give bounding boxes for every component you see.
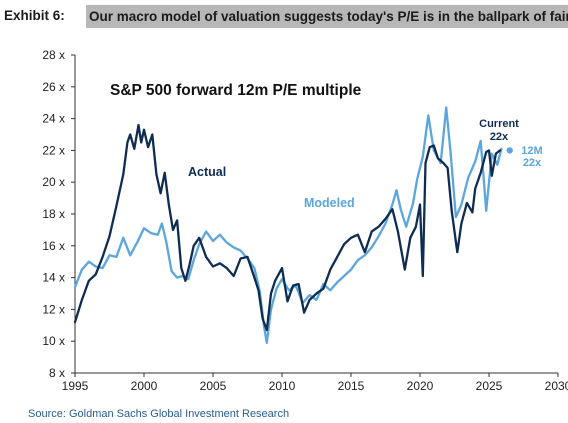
annotations: Actual Modeled Current 22x 12M 22x: [188, 118, 543, 210]
x-tick-label: 2000: [131, 379, 158, 393]
actual-label: Actual: [188, 165, 226, 179]
twelve-m-marker: [506, 147, 513, 154]
y-tick-label: 22 x: [42, 143, 65, 157]
current-label: Current: [479, 118, 519, 130]
series-line-actual: [73, 123, 502, 332]
y-tick-label: 16 x: [42, 239, 65, 253]
y-tick-label: 12 x: [42, 302, 65, 316]
twelve-m-value: 22x: [523, 157, 542, 169]
y-tick-label: 28 x: [42, 48, 65, 62]
y-tick-label: 8 x: [49, 366, 65, 380]
x-tick-label: 2030: [545, 379, 568, 393]
twelve-m-label: 12M: [521, 145, 542, 157]
exhibit-label: Exhibit 6:: [4, 8, 65, 23]
y-tick-label: 20 x: [42, 175, 65, 189]
exhibit-title: Our macro model of valuation suggests to…: [86, 5, 568, 28]
x-tick-label: 2005: [200, 379, 227, 393]
x-tick-label: 2010: [269, 379, 296, 393]
y-tick-label: 24 x: [42, 112, 65, 126]
exhibit-header: Exhibit 6: Our macro model of valuation …: [0, 0, 568, 30]
y-tick-label: 18 x: [42, 207, 65, 221]
chart-title-group: S&P 500 forward 12m P/E multiple: [110, 82, 362, 99]
x-tick-label: 2025: [476, 379, 503, 393]
x-tick-label: 2015: [338, 379, 365, 393]
axes: 8 x 10 x 12 x 14 x 16 x 18 x 20 x 22 x 24 x 26 x 2…: [42, 48, 568, 393]
modeled-label: Modeled: [304, 196, 355, 210]
pe-chart: S&P 500 forward 12m P/E multiple 8 x 10 x…: [42, 48, 568, 393]
x-tick-label: 2020: [407, 379, 434, 393]
chart-title: S&P 500 forward 12m P/E multiple: [110, 82, 362, 99]
current-value: 22x: [490, 131, 509, 143]
series-layer: [73, 106, 513, 344]
y-tick-label: 26 x: [42, 80, 65, 94]
source-note: Source: Goldman Sachs Global Investment …: [28, 408, 290, 420]
series-line-modeled: [73, 106, 503, 344]
x-tick-label: 1995: [62, 379, 89, 393]
y-tick-label: 14 x: [42, 271, 65, 285]
y-tick-label: 10 x: [42, 334, 65, 348]
